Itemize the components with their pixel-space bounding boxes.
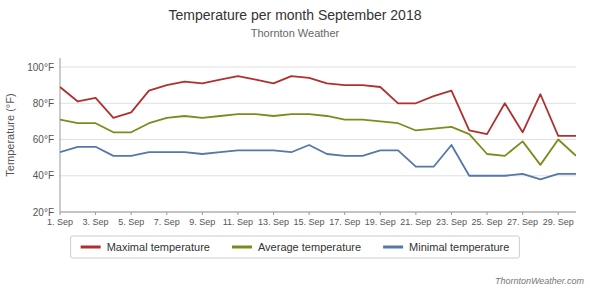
grid-line [60, 212, 576, 213]
x-tick [487, 212, 488, 215]
series-line [60, 145, 576, 179]
x-tick [380, 212, 381, 215]
x-tick [451, 212, 452, 215]
x-tick-label: 19. Sep [365, 217, 396, 227]
x-tick [166, 212, 167, 215]
series-line [60, 76, 576, 136]
x-tick [344, 212, 345, 215]
y-tick-label: 80°F [33, 98, 54, 109]
x-tick-label: 3. Sep [83, 217, 109, 227]
x-tick [131, 212, 132, 215]
x-tick-label: 23. Sep [436, 217, 467, 227]
legend-item: Maximal temperature [81, 241, 210, 253]
series-line [60, 114, 576, 165]
x-axis-line [60, 212, 576, 213]
y-tick-label: 20°F [33, 207, 54, 218]
x-tick-label: 7. Sep [154, 217, 180, 227]
series-group [60, 76, 576, 179]
x-tick [237, 212, 238, 215]
legend-swatch [81, 246, 101, 249]
x-tick-label: 21. Sep [400, 217, 431, 227]
x-tick [273, 212, 274, 215]
legend: Maximal temperature Average temperature Mi… [71, 236, 520, 258]
x-tick-label: 1. Sep [47, 217, 73, 227]
x-tick [558, 212, 559, 215]
x-tick [95, 212, 96, 215]
x-tick [60, 212, 61, 215]
legend-item: Minimal temperature [383, 241, 509, 253]
grid-line [60, 139, 576, 140]
x-tick-label: 9. Sep [189, 217, 215, 227]
subtitle: Thornton Weather [251, 27, 340, 39]
x-axis: 1. Sep 3. Sep 5. Sep 7. Sep 9. Sep 11. Sep 13.… [47, 212, 574, 227]
y-axis-label: Temperature (°F) [4, 93, 16, 176]
x-tick [202, 212, 203, 215]
legend-label: Average temperature [258, 241, 361, 253]
y-tick-label: 60°F [33, 134, 54, 145]
x-tick-label: 13. Sep [258, 217, 289, 227]
legend-swatch [383, 246, 403, 249]
grid-line [60, 67, 576, 68]
legend-item: Average temperature [232, 241, 361, 253]
legend-frame [71, 236, 520, 258]
x-tick [522, 212, 523, 215]
y-axis-line [60, 58, 61, 212]
title: Temperature per month September 2018 [169, 7, 422, 23]
chart: Temperature per month September 2018 Thor… [0, 0, 590, 290]
x-tick-label: 17. Sep [329, 217, 360, 227]
x-tick-label: 11. Sep [223, 217, 253, 227]
x-tick-label: 15. Sep [294, 217, 325, 227]
x-tick [415, 212, 416, 215]
legend-label: Maximal temperature [107, 241, 210, 253]
legend-swatch [232, 246, 252, 249]
y-axis: 20°F 40°F 60°F 80°F 100°F [27, 62, 576, 218]
watermark: ThorntonWeather.com [495, 276, 585, 286]
x-tick-label: 27. Sep [507, 217, 538, 227]
y-tick-label: 100°F [27, 62, 54, 73]
x-tick-label: 29. Sep [543, 217, 574, 227]
x-tick-label: 25. Sep [472, 217, 503, 227]
y-tick-label: 40°F [33, 170, 54, 181]
x-tick [309, 212, 310, 215]
legend-label: Minimal temperature [409, 241, 509, 253]
x-tick-label: 5. Sep [118, 217, 144, 227]
